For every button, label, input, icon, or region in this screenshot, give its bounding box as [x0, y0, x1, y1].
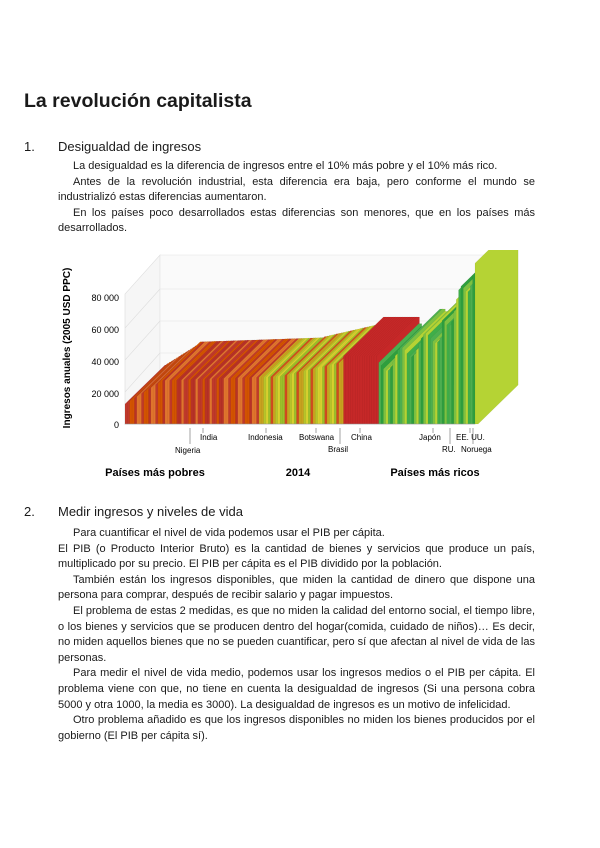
country-label: Indonesia [248, 433, 283, 442]
paragraph: Para cuantificar el nivel de vida podemo… [73, 527, 385, 539]
figure-footer: 2014 [286, 467, 311, 479]
section-body: Para cuantificar el nivel de vida podemo… [58, 526, 535, 744]
country-label: RU. [442, 445, 456, 454]
figure-shape [124, 320, 161, 361]
country-label: Botswana [299, 433, 335, 442]
section-title: Desigualdad de ingresos [58, 139, 202, 154]
tick-label: 40 000 [91, 357, 119, 367]
country-labels: India Nigeria Indonesia Botswana Brasil … [175, 433, 492, 455]
tick-label: 60 000 [91, 325, 119, 335]
paragraph: Antes de la revolución industrial, esta … [58, 175, 535, 204]
paragraph: El PIB (o Producto Interior Bruto) es la… [58, 542, 535, 571]
figure-shape [124, 288, 161, 329]
label-ticks [189, 428, 474, 444]
title: La revolución capitalista [24, 90, 252, 112]
paragraph: Para medir el nivel de vida medio, podem… [58, 667, 535, 711]
section-title: Medir ingresos y niveles de vida [58, 504, 243, 519]
paragraph: Otro problema añadido es que los ingreso… [58, 714, 535, 742]
section-heading: 1. Desigualdad de ingresos [24, 139, 201, 154]
country-label: EE. UU. [456, 433, 485, 442]
figure-footer: Países más ricos [390, 467, 479, 479]
country-label: Japón [419, 433, 441, 442]
paragraph: También están los ingresos disponibles, … [58, 573, 535, 602]
paragraph: La desigualdad es la diferencia de ingre… [73, 160, 498, 172]
axis-label: Ingresos anuales (2005 USD PPC) [62, 268, 73, 429]
paragraph: El problema de estas 2 medidas, es que n… [58, 604, 535, 664]
section-number: 1. [24, 139, 35, 154]
figure-footer: Países más pobres [105, 467, 205, 479]
section-heading: 2. Medir ingresos y niveles de vida [24, 504, 243, 519]
section-number: 2. [24, 504, 35, 519]
tick-label: 0 [114, 420, 119, 430]
figure-shape [124, 352, 161, 393]
figure-shape [474, 250, 519, 425]
tick-label: 20 000 [91, 389, 119, 399]
paragraph: En los países poco desarrollados estas d… [58, 206, 535, 235]
country-label: China [351, 433, 372, 442]
country-label: Noruega [461, 445, 492, 454]
tick-label: 80 000 [91, 293, 119, 303]
figure: Ingresos anuales (2005 USD PPC) 80 000 6… [62, 250, 519, 479]
figure-graphic [124, 250, 519, 425]
country-label: Brasil [328, 445, 348, 454]
section-body: La desigualdad es la diferencia de ingre… [58, 159, 535, 237]
country-label: Nigeria [175, 446, 201, 455]
country-label: India [200, 433, 218, 442]
